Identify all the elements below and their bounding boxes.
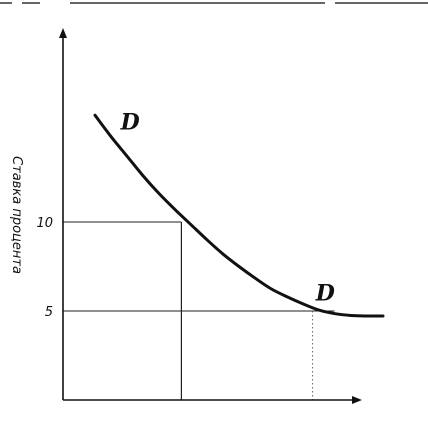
demand-curve — [93, 113, 385, 318]
y-tick-label-10: 10 — [36, 216, 53, 231]
curve-layer — [93, 113, 385, 318]
axes-layer — [59, 28, 362, 404]
y-axis-label: Ставка процента — [9, 156, 24, 274]
guides-layer — [63, 221, 335, 400]
curve-label-top: D — [120, 109, 140, 135]
curve-label-bottom: D — [315, 280, 335, 306]
y-tick-label-5: 5 — [45, 305, 53, 320]
x-axis-arrow — [352, 396, 362, 404]
labels-layer: D D 10 5 Ставка процента — [9, 109, 335, 320]
y-axis-arrow — [59, 28, 67, 38]
